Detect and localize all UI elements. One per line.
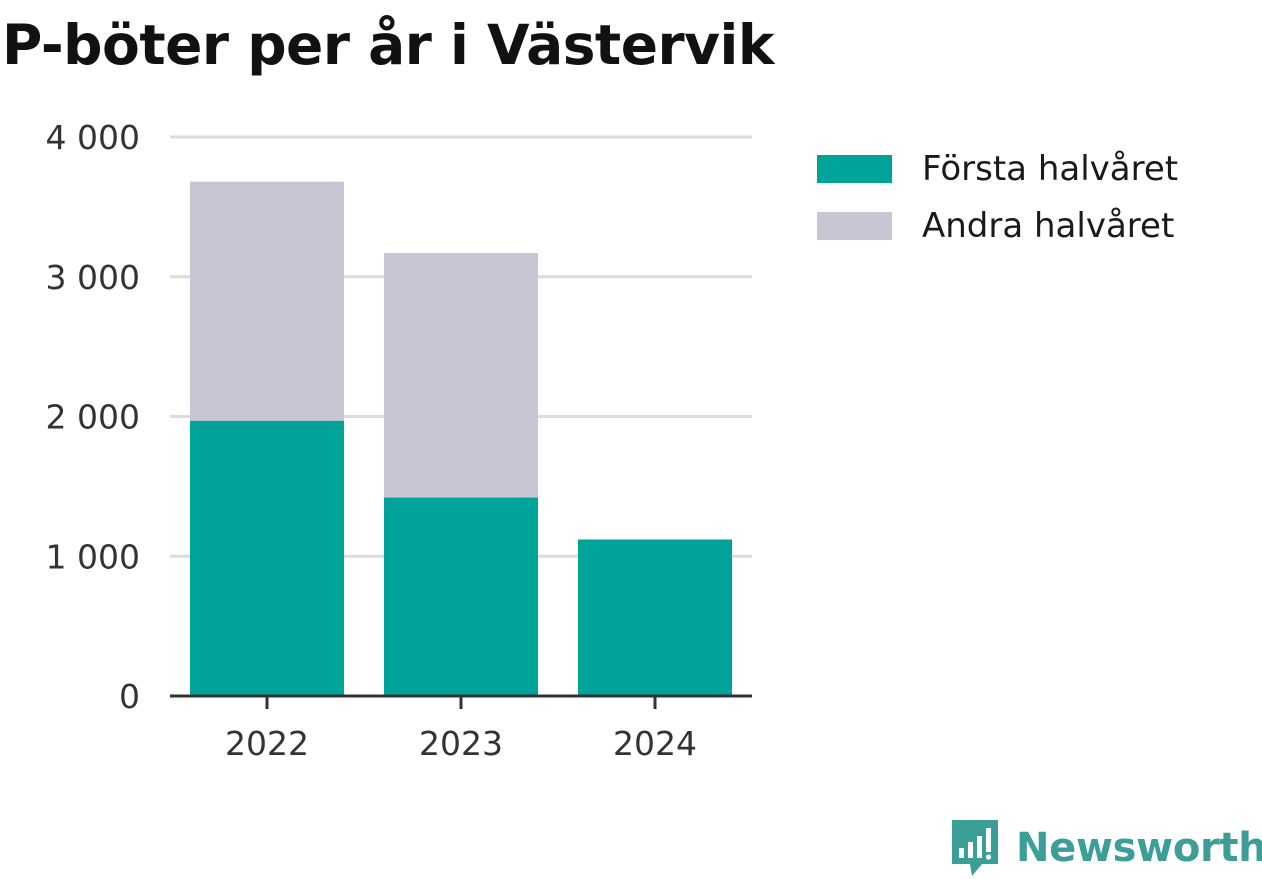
legend-item-first-half[interactable]: Första halvåret [817,140,1178,197]
legend-label-second-half: Andra halvåret [922,205,1175,246]
bar-2023-first-half[interactable] [384,497,538,696]
chart-title: P-böter per år i Västervik [2,13,774,77]
axes: 0 1 000 2 000 3 000 4 000 2022 2023 2024 [46,118,752,763]
x-tick-label: 2023 [419,724,503,763]
bar-2023-second-half[interactable] [384,252,538,498]
y-tick-label: 2 000 [46,398,140,437]
y-tick-label: 1 000 [46,537,140,576]
x-tick-label: 2022 [225,724,309,763]
legend-swatch-first-half [817,154,892,183]
y-tick-label: 0 [119,677,140,716]
bars [190,181,732,696]
bar-2024-first-half[interactable] [578,539,732,696]
newsworthy-logo-icon [952,820,998,876]
bar-2022-first-half[interactable] [190,420,344,696]
newsworthy-logo-text: Newsworthy [1016,825,1262,871]
legend-swatch-second-half [817,211,892,240]
y-tick-label: 4 000 [46,118,140,157]
x-tick-label: 2024 [613,724,697,763]
bar-2022-second-half[interactable] [190,181,344,421]
y-tick-label: 3 000 [46,258,140,297]
legend-label-first-half: Första halvåret [922,148,1179,189]
chart-legend: Första halvåret Andra halvåret [817,140,1178,254]
legend-item-second-half[interactable]: Andra halvåret [817,197,1178,254]
newsworthy-logo[interactable]: Newsworthy [950,818,1262,878]
